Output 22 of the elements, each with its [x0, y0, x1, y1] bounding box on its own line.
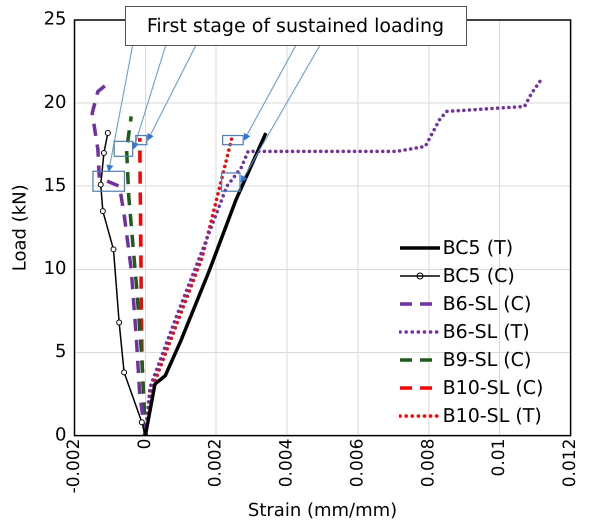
y-tick-label: 5	[55, 341, 67, 362]
legend-label: B10-SL (C)	[442, 376, 544, 401]
legend-label: B6-SL (C)	[442, 292, 532, 317]
x-axis-title: Strain (mm/mm)	[248, 500, 398, 521]
x-tick-label: 0.004	[276, 438, 297, 488]
x-tick-label: 0.008	[418, 438, 438, 488]
legend-label: BC5 (T)	[442, 236, 514, 261]
annotation: First stage of sustained loading	[124, 6, 466, 46]
x-tick-label: 0.002	[206, 438, 226, 488]
y-tick-label: 15	[44, 174, 67, 196]
x-tick-label: 0.012	[560, 438, 580, 488]
legend-label: BC5 (C)	[442, 264, 515, 289]
legend-label: B10-SL (T)	[442, 404, 542, 429]
legend-label: B6-SL (T)	[442, 320, 530, 345]
x-tick-label: 0.01	[489, 438, 510, 476]
y-tick-label: 10	[44, 258, 67, 280]
x-tick-label: 0	[134, 438, 155, 450]
legend-label: B9-SL (C)	[442, 348, 532, 373]
y-axis-title: Load (kN)	[9, 184, 30, 272]
y-tick-label: 20	[44, 92, 67, 113]
y-tick-label: 25	[44, 8, 67, 30]
x-tick-label: 0.006	[347, 438, 368, 488]
